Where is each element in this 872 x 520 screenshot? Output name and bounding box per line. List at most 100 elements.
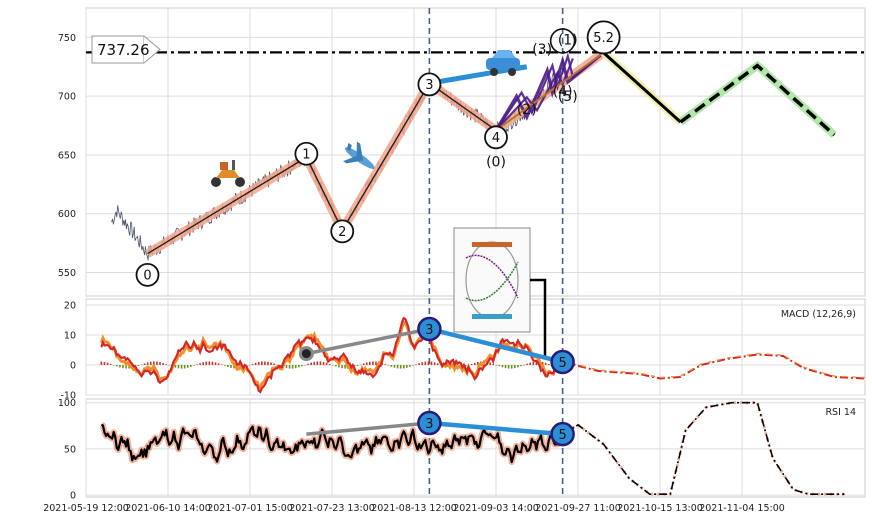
macd-hist-bar: [143, 363, 146, 365]
macd-hist-bar: [177, 365, 180, 369]
sub-wave-label-2: (2): [517, 102, 537, 118]
wave-point-marker-2: [330, 219, 355, 244]
macd-hist-bar: [100, 361, 103, 365]
macd-hist-bar: [304, 364, 306, 366]
macd-hist-bar: [137, 365, 140, 366]
macd-hist-bar: [125, 365, 127, 369]
macd-y-tick-20: 20: [64, 301, 76, 312]
macd-hist-bar: [501, 365, 504, 368]
macd-hist-bar: [384, 364, 387, 365]
wave-point-marker-4: [484, 125, 508, 150]
macd-hist-bar: [544, 362, 547, 365]
macd-hist-bar: [168, 365, 171, 366]
macd-hist-bar: [199, 363, 201, 365]
sub-wave-label-5: (5): [558, 89, 578, 105]
macd-hist-bar: [421, 362, 424, 365]
macd-hist-bar: [156, 361, 158, 365]
macd-hist-bar: [535, 361, 538, 365]
macd-hist-bar: [325, 362, 328, 365]
macd-hist-bar: [356, 365, 359, 366]
macd-projection-line: [562, 353, 866, 380]
macd-hist-bar: [541, 361, 544, 365]
wave-point-label-1: 1: [302, 147, 310, 162]
macd-hist-bar: [285, 365, 288, 369]
macd-hist-bar: [310, 362, 312, 365]
macd-lines: [99, 316, 866, 394]
macd-hist-bar: [159, 362, 161, 365]
macd-panel-label: MACD (12,26,9): [781, 309, 856, 320]
macd-hist-bar: [153, 361, 155, 365]
macd-hist-bar: [492, 363, 495, 365]
macd-hist-bar: [344, 365, 346, 369]
wave-point-label-0: 0: [143, 268, 151, 283]
macd-hist-bar: [211, 361, 214, 365]
macd-projection-line-2: [562, 352, 866, 379]
macd-hist-bar: [427, 361, 430, 365]
macd-hist-bar: [291, 365, 294, 369]
macd-hist-bar: [116, 365, 118, 367]
macd-hist-bar: [418, 363, 420, 365]
macd-hist-bar: [227, 365, 229, 367]
macd-hist-bar: [162, 363, 164, 365]
macd-hist-bar: [186, 365, 189, 368]
macd-hist-bar: [396, 365, 399, 369]
x-tick-1: 2021-06-10 14:00: [125, 503, 211, 514]
target-price-box: [91, 35, 145, 64]
macd-hist-bar: [261, 361, 263, 365]
rsi-y-tick-50: 50: [64, 444, 76, 455]
macd-hist-bar: [387, 365, 390, 366]
macd-hist-bar: [180, 365, 183, 369]
sub-wave-baseline: [495, 51, 605, 132]
macd-divergence-point-1: [550, 349, 575, 375]
macd-hist-bar: [402, 365, 405, 369]
wave-labels: 0 1 2 3 4 5.2 (0) (1) (2) (3) (4)(5): [135, 20, 621, 287]
rsi-panel-label: RSI 14: [825, 407, 856, 418]
sub-wave-label-1: (1): [558, 32, 578, 48]
wave-point-marker-3: [417, 72, 442, 97]
macd-hist-bar: [230, 365, 232, 368]
macd-divergence-point-0: [417, 316, 442, 342]
macd-hist-bar: [526, 363, 528, 365]
panel-frames: [85, 7, 866, 498]
macd-hist-bar: [322, 361, 325, 365]
macd-hist-bar: [328, 363, 331, 365]
macd-hist-bar: [495, 364, 498, 366]
macd-hist-bar: [547, 363, 550, 365]
macd-hist-bar: [149, 361, 152, 365]
macd-divergence-label-1: 5: [558, 356, 566, 371]
macd-hist-bar: [372, 361, 374, 365]
macd-hist-bar: [476, 361, 479, 365]
macd-hist-bar: [248, 365, 251, 366]
macd-y-tick-10: 10: [64, 331, 76, 342]
x-tick-7: 2021-10-15 13:00: [617, 503, 703, 514]
macd-hist-bar: [359, 364, 362, 366]
macd-hist-bar: [316, 361, 319, 365]
rsi-line: [100, 423, 564, 464]
macd-hist-bar: [119, 365, 121, 368]
wave-sub-lines: [494, 51, 605, 132]
macd-hist-bar: [498, 365, 501, 367]
target-price-label: 737.26: [97, 41, 150, 59]
rsi-divergence-point-1: [550, 421, 575, 447]
macd-y-tick--10: -10: [60, 391, 76, 402]
macd-hist-bar: [504, 365, 507, 369]
macd-divergence: 35: [298, 316, 575, 375]
macd-hist-bar: [529, 362, 532, 365]
macd-hist-bar: [106, 362, 109, 365]
wave-point-marker-0: [135, 262, 160, 287]
sub-wave-label-0: (0): [486, 155, 506, 171]
wave-point-label-2: 2: [338, 225, 346, 240]
macd-hist-bar: [313, 361, 316, 365]
macd-hist-bar: [406, 365, 408, 368]
macd-hist-bar: [205, 361, 208, 365]
airplane-icon: [343, 141, 375, 169]
price-y-tick-700: 700: [58, 92, 76, 103]
x-tick-6: 2021-09-27 11:00: [535, 503, 621, 514]
rsi-y-tick-100: 100: [58, 398, 76, 409]
macd-hist-bar: [193, 365, 195, 366]
sub-wave-circle-1: [549, 28, 576, 54]
macd-hist-bar: [399, 365, 402, 369]
sub-wave-label-4: (4): [553, 84, 573, 100]
macd-hist-bar: [436, 363, 439, 365]
projection-dashed: [679, 63, 836, 137]
